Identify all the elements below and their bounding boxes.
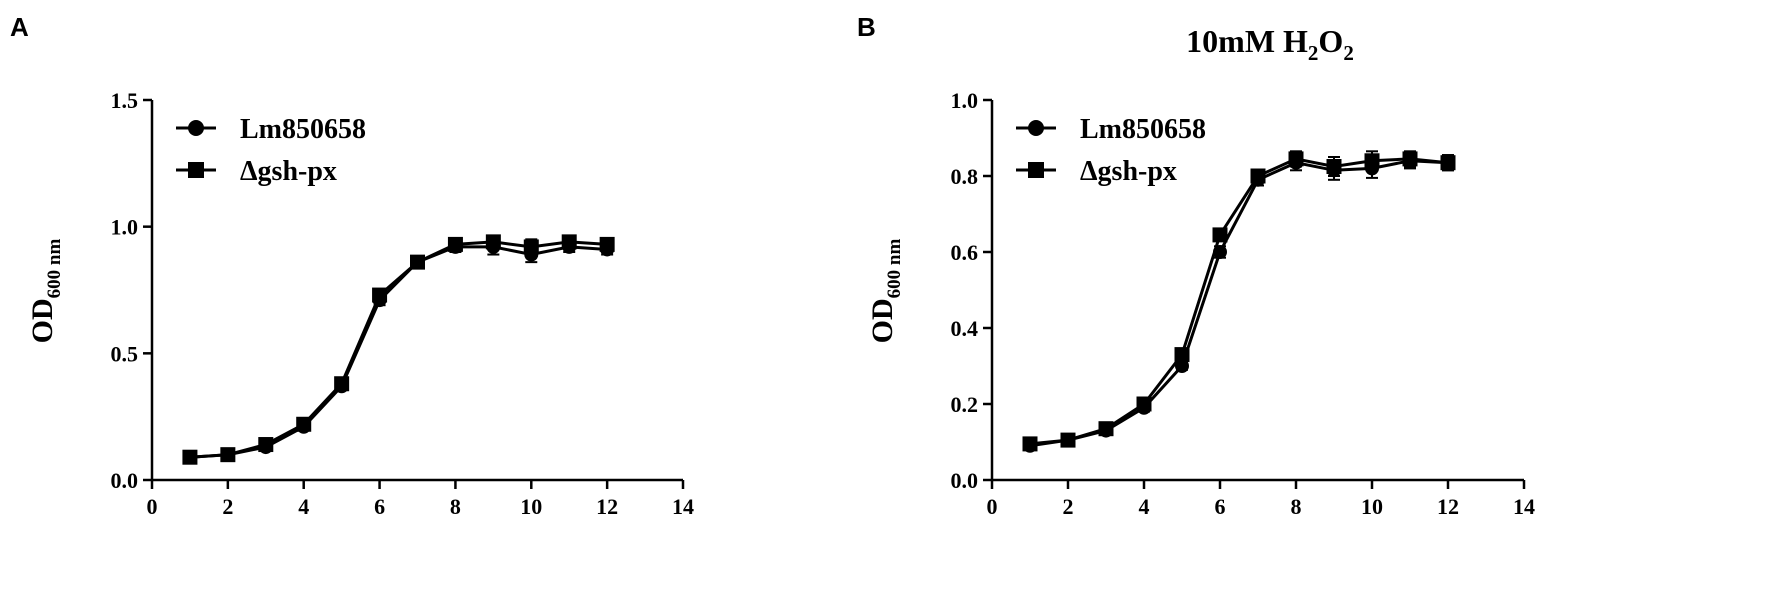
- panel-a-legend-label: Δgsh-px: [240, 156, 337, 187]
- panel-a-series-dgsh-px-line: [189, 240, 608, 459]
- panel-b-series-dgsh-px-point: [1174, 347, 1190, 363]
- panel-b-series-dgsh-px-point: [1440, 155, 1456, 171]
- panel-b-series-dgsh-px-point: [1326, 159, 1342, 174]
- panel-b-x-tick-label: 2: [1063, 494, 1074, 519]
- panel-b-growth-chart: B 10mM H2O2 OD600 nm 0 2 4 6 8 10 12 14 0.0 0.2 0.…: [857, 12, 1535, 519]
- panel-a-series-dgsh-px-point: [258, 437, 274, 453]
- panel-b-series-dgsh-px: [1022, 150, 1456, 452]
- panel-b-axes: 0 2 4 6 8 10 12 14 0.0 0.2 0.4 0.6 0.8 1.0: [951, 88, 1536, 519]
- panel-b-x-tick-label: 10: [1361, 494, 1383, 519]
- panel-b-y-tick-label: 0.6: [951, 240, 979, 265]
- panel-b-series-dgsh-px-point: [1364, 153, 1380, 169]
- panel-b-x-tick-label: 8: [1291, 494, 1302, 519]
- panel-b-legend-label: Lm850658: [1080, 114, 1206, 145]
- panel-a-y-tick-label: 1.5: [111, 88, 139, 113]
- panel-a-y-tick-label: 0.5: [111, 341, 139, 366]
- panel-a-y-tick-label: 1.0: [111, 215, 139, 240]
- panel-b-series-lm850658-point: [1175, 359, 1189, 373]
- panel-b-letter: B: [857, 12, 876, 42]
- panel-b-series-dgsh-px-point: [1060, 432, 1076, 448]
- panel-b-series-dgsh-px-point: [1098, 421, 1114, 437]
- panel-b-y-tick-label: 0.4: [951, 316, 979, 341]
- panel-b-x-tick-label: 14: [1513, 494, 1535, 519]
- panel-b-series-dgsh-px-point: [1402, 151, 1418, 167]
- panel-a-x-tick-label: 10: [520, 494, 542, 519]
- panel-a-series-dgsh-px-point: [220, 447, 236, 463]
- panel-a-series-lm850658: [182, 238, 615, 465]
- panel-a-x-tick-label: 12: [596, 494, 618, 519]
- panel-a-x-tick-label: 2: [222, 494, 233, 519]
- panel-a-axes: 0 2 4 6 8 10 12 14 0.0 0.5 1.0 1.5: [111, 88, 695, 519]
- panel-b-series-lm850658: [1023, 152, 1455, 453]
- panel-a-series-dgsh-px-point: [372, 287, 388, 303]
- panel-a-y-axis-label: OD600 nm: [26, 239, 65, 344]
- panel-a-legend-marker: [188, 120, 204, 136]
- panel-b-legend-marker: [1028, 162, 1044, 178]
- panel-b-legend-entry: Δgsh-px: [1016, 156, 1177, 187]
- panel-a-series-layer: [182, 234, 615, 465]
- panel-a-series-dgsh-px-point: [561, 234, 577, 250]
- panel-b-y-tick-label: 0.0: [951, 468, 979, 493]
- panel-b-y-axis-label: OD600 nm: [866, 239, 905, 344]
- panel-b-x-tick-label: 0: [987, 494, 998, 519]
- panel-a-growth-chart: A OD600 nm 0 2 4 6 8 10 12 14 0.0 0.5 1.0 1.5 Lm850…: [10, 12, 694, 519]
- panel-b-x-tick-label: 12: [1437, 494, 1459, 519]
- panel-a-series-dgsh-px-point: [447, 236, 463, 252]
- panel-b-series-dgsh-px-point: [1136, 396, 1152, 412]
- panel-b-y-tick-label: 0.8: [951, 164, 979, 189]
- panel-b-series-dgsh-px-point: [1250, 168, 1266, 184]
- panel-b-series-dgsh-px-point: [1022, 436, 1038, 452]
- panel-a-series-dgsh-px-point: [485, 234, 501, 250]
- panel-a-legend: Lm850658 Δgsh-px: [176, 114, 366, 187]
- panel-b-series-dgsh-px-line: [1029, 157, 1449, 446]
- panel-a-series-dgsh-px-point: [296, 416, 312, 432]
- panel-a-legend-entry: Δgsh-px: [176, 156, 337, 187]
- panel-a-series-dgsh-px-point: [334, 376, 350, 392]
- panel-a-legend-entry: Lm850658: [176, 114, 366, 145]
- panel-b-series-dgsh-px-point: [1212, 227, 1228, 243]
- panel-b-legend-marker: [1028, 120, 1044, 136]
- panel-b-series-layer: [1022, 150, 1456, 453]
- panel-b-legend-label: Δgsh-px: [1080, 156, 1177, 187]
- panel-a-series-dgsh-px-point: [410, 254, 425, 270]
- panel-a-series-dgsh-px-point: [182, 449, 198, 465]
- panel-b-y-tick-label: 0.2: [951, 392, 979, 417]
- panel-a-x-tick-label: 4: [298, 494, 309, 519]
- panel-a-x-tick-label: 8: [450, 494, 461, 519]
- panel-a-x-tick-label: 6: [374, 494, 385, 519]
- panel-b-legend-entry: Lm850658: [1016, 114, 1206, 145]
- panel-a-letter: A: [10, 12, 29, 42]
- panel-a-series-dgsh-px: [182, 234, 615, 465]
- panel-a-x-tick-label: 0: [147, 494, 158, 519]
- panel-b-legend: Lm850658 Δgsh-px: [1016, 114, 1206, 187]
- panel-a-x-tick-label: 14: [672, 494, 694, 519]
- panel-a-series-dgsh-px-point: [599, 236, 615, 252]
- panel-a-series-dgsh-px-point: [523, 239, 539, 255]
- panel-a-legend-label: Lm850658: [240, 114, 366, 145]
- panel-b-series-dgsh-px-point: [1288, 151, 1304, 167]
- panel-b-title: 10mM H2O2: [1186, 23, 1354, 65]
- panel-a-y-tick-label: 0.0: [111, 468, 139, 493]
- panel-b-x-tick-label: 4: [1139, 494, 1150, 519]
- panel-b-x-tick-label: 6: [1215, 494, 1226, 519]
- panel-b-y-tick-label: 1.0: [951, 88, 979, 113]
- panel-a-legend-marker: [188, 162, 204, 178]
